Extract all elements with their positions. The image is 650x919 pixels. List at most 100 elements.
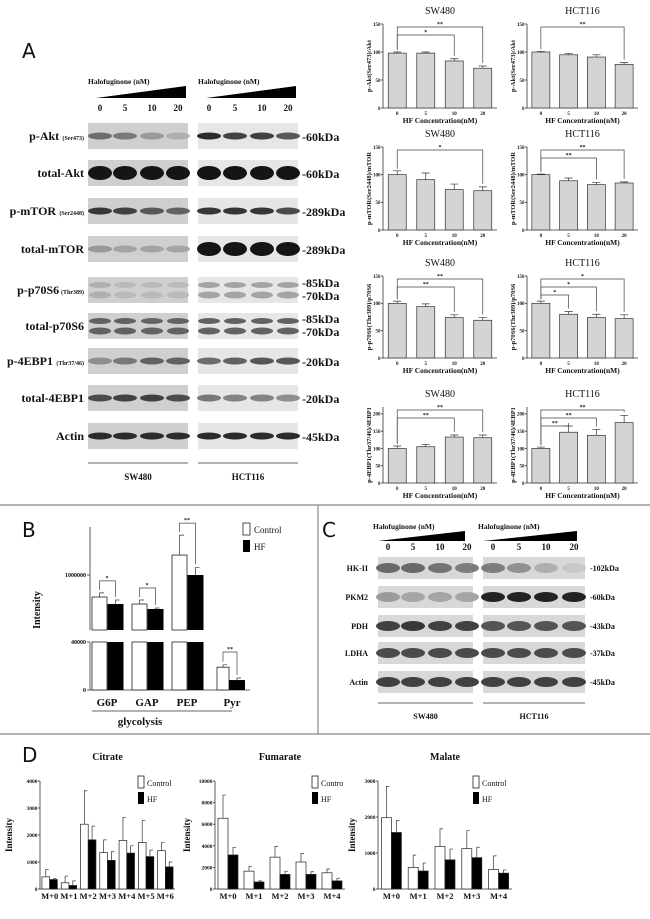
y-tick-label: 50 [376,329,382,334]
bar [559,313,578,359]
protein-band [276,207,300,215]
significance-bracket [179,522,196,565]
protein-band [277,291,299,299]
significance-marker: * [106,576,109,582]
protein-band [223,432,247,440]
protein-band [276,132,300,140]
legend-swatch-control [311,775,319,789]
bar [614,318,634,359]
error-bar [222,664,241,681]
y-tick-label: 50 [520,329,526,334]
cell-line-label: SW480 [124,472,152,482]
phospho-site-label: (Thr37/46) [56,360,84,367]
protein-band [481,592,505,602]
y-tick-label: 150 [517,23,525,28]
error-bar [139,599,160,609]
protein-band [166,132,190,140]
error-bar [393,300,402,304]
error-bar [274,845,278,858]
x-tick-label: 20 [480,487,486,492]
x-tick-label: 0 [396,487,399,492]
protein-band [113,432,137,440]
protein-band [166,245,190,253]
protein-band [376,677,400,687]
error-bar [592,429,601,436]
bar-hf [49,879,58,890]
significance-bracket [99,580,116,598]
concentration-wedge [206,86,296,98]
protein-band [534,648,558,658]
legend-label-hf: HF [482,795,493,804]
protein-band [481,677,505,687]
error-bar [620,181,629,183]
y-tick-label: 100 [373,173,381,178]
legend-swatch-control [137,775,145,789]
bar-control [80,823,89,890]
error-bar [393,445,402,449]
bar-control [171,554,188,631]
bar-control [157,850,166,890]
x-tick-label: 10 [452,487,458,492]
y-tick-label: 0 [522,482,525,487]
protein-band [166,207,190,215]
bar-hf [87,839,97,890]
bar-hf [229,680,245,690]
treatment-label: Halofuginone (nM) [88,77,150,86]
protein-band [197,207,221,215]
bar [416,52,436,109]
lane-label: 0 [386,542,391,552]
protein-band [197,394,221,402]
protein-band [224,282,246,288]
protein-band [562,592,586,602]
y-tick-label: 0 [373,887,376,893]
bar-hf [305,874,317,890]
y-axis-label: Intensity [4,818,14,853]
x-tick-label: M+1 [410,891,427,901]
concentration-wedge [96,86,186,98]
bar [387,302,407,359]
error-bar [168,861,173,867]
protein-band [507,621,531,631]
bar [587,184,606,231]
concentration-wedge [378,531,465,541]
y-tick-label: 0 [83,688,86,694]
error-bar [64,875,69,883]
protein-band [223,357,247,365]
protein-band [114,282,136,288]
cell-line-label: SW480 [413,712,437,721]
bar-hf [107,604,124,630]
concentration-wedge [483,531,577,541]
bar-hf [279,874,291,890]
x-tick-label: 10 [594,112,600,117]
y-tick-label: 0 [522,357,525,362]
y-tick-label: 0 [522,229,525,234]
y-axis-label: p-p70S6(Thr389)/p70S6 [366,283,373,350]
y-tick-label: 150 [373,146,381,151]
y-tick-label: 2000 [202,865,213,871]
protein-band [534,677,558,687]
y-tick-label: 100 [373,447,381,452]
bar [531,448,551,484]
protein-band [562,563,586,573]
phospho-site-label: (Ser473) [62,135,84,142]
significance-bracket [396,278,484,315]
significance-bracket [540,409,625,446]
protein-band [401,621,425,631]
y-tick-label: 0 [378,482,381,487]
protein-band [198,282,220,288]
y-tick-label: 0 [35,887,38,893]
protein-band [251,318,273,324]
chart-title: HCT116 [565,258,600,269]
significance-marker: ** [423,413,429,419]
blot-strip [378,615,473,637]
y-tick-label: 0 [210,887,213,893]
legend-label-hf: HF [321,795,332,804]
protein-band [88,394,112,402]
chart-title: HCT116 [565,389,600,400]
bar [587,56,606,109]
protein-band [197,357,221,365]
x-axis-label: HF Concentration(nM) [545,116,620,125]
significance-bracket [396,149,484,184]
error-bar [386,786,390,818]
